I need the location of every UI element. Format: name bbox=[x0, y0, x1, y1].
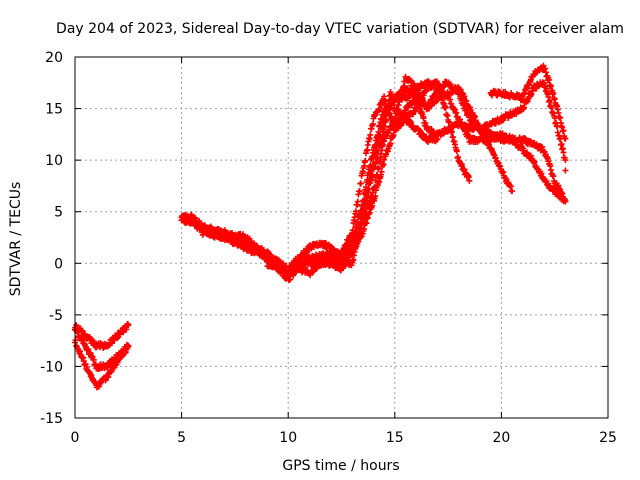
y-tick-label: 5 bbox=[54, 205, 63, 221]
y-tick-label: 15 bbox=[45, 102, 63, 118]
y-tick-label: -15 bbox=[40, 411, 63, 427]
x-tick-label: 15 bbox=[386, 430, 404, 446]
series-track-10 bbox=[487, 62, 569, 174]
plot-frame bbox=[74, 56, 609, 419]
y-tick-label: -5 bbox=[49, 308, 63, 324]
x-axis-label: GPS time / hours bbox=[282, 458, 399, 474]
x-tick-label: 0 bbox=[71, 430, 80, 446]
series-markers bbox=[349, 78, 569, 255]
x-tick-label: 20 bbox=[492, 430, 510, 446]
y-axis-label: SDTVAR / TECUs bbox=[8, 182, 24, 297]
series-markers bbox=[487, 62, 569, 174]
tick-marks bbox=[74, 56, 609, 419]
y-tick-label: -10 bbox=[40, 359, 63, 375]
series-markers bbox=[359, 89, 441, 213]
chart-title: Day 204 of 2023, Sidereal Day-to-day VTE… bbox=[56, 21, 624, 37]
tick-labels: 0 5 10 15 20 25 -15 -10 -5 0 5 10 15 20 bbox=[40, 50, 617, 446]
y-tick-label: 10 bbox=[45, 153, 63, 169]
x-tick-label: 5 bbox=[177, 430, 186, 446]
series-track-8 bbox=[349, 78, 569, 255]
y-tick-label: 20 bbox=[45, 50, 63, 66]
x-tick-label: 25 bbox=[599, 430, 617, 446]
data-layer bbox=[72, 62, 569, 391]
series-track-9 bbox=[359, 89, 441, 213]
y-tick-label: 0 bbox=[54, 256, 63, 272]
x-tick-label: 10 bbox=[279, 430, 297, 446]
